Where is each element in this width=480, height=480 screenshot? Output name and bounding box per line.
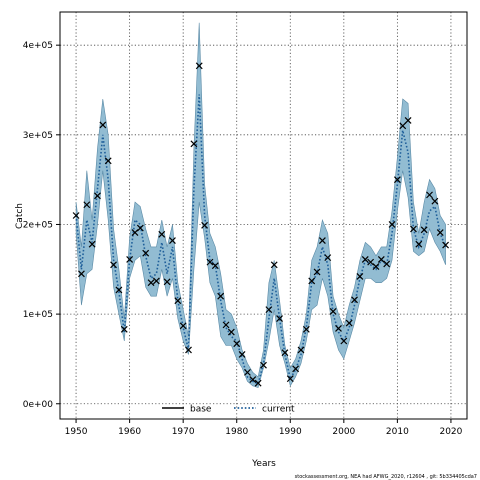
catch-marker-1964 <box>147 279 155 287</box>
catch-marker-1971 <box>185 346 192 354</box>
catch-marker-1990 <box>286 375 294 383</box>
catch-marker-1952 <box>83 201 91 209</box>
catch-marker-2018 <box>436 229 444 236</box>
y-tick-label-1: 1e+05 <box>23 310 53 320</box>
catch-marker-1951 <box>77 270 85 278</box>
catch-marker-2004 <box>361 256 369 263</box>
catch-marker-1984 <box>254 379 262 387</box>
catch-marker-1976 <box>211 262 219 270</box>
legend-current-label: current <box>262 405 295 415</box>
catch-marker-1973 <box>195 62 203 70</box>
catch-marker-2017 <box>431 197 439 205</box>
catch-marker-1997 <box>324 254 332 262</box>
catch-marker-1993 <box>302 325 310 333</box>
catch-marker-1998 <box>329 307 337 315</box>
catch-marker-2014 <box>415 240 423 248</box>
catch-marker-2012 <box>404 117 412 124</box>
confidence-band <box>75 22 446 388</box>
catch-marker-1995 <box>313 268 321 276</box>
catch-marker-1970 <box>179 322 187 330</box>
catch-marker-1969 <box>174 297 182 305</box>
catch-marker-1972 <box>190 140 198 148</box>
x-axis-title: Years <box>251 459 276 469</box>
catch-marker-1977 <box>217 292 225 300</box>
catch-marker-1992 <box>297 346 305 354</box>
catch-marker-1996 <box>318 237 326 245</box>
catch-marker-1978 <box>222 321 230 329</box>
catch-marker-2019 <box>442 241 450 249</box>
catch-marker-1987 <box>270 261 278 269</box>
catch-marker-1950 <box>72 212 80 219</box>
x-tick-label-1960: 1960 <box>118 427 141 437</box>
catch-marker-1989 <box>281 349 289 357</box>
catch-marker-1960 <box>126 256 134 263</box>
catch-marker-1985 <box>260 361 267 369</box>
catch-marker-2007 <box>377 256 385 263</box>
catch-marker-1956 <box>104 157 112 165</box>
catch-marker-1959 <box>120 325 128 333</box>
y-tick-label-2: 2e+05 <box>23 220 53 230</box>
y-axis-ticks: 0e+00 1e+05 2e+05 3e+05 4e+05 <box>23 41 60 410</box>
catch-marker-1957 <box>110 261 117 269</box>
catch-markers <box>72 62 450 387</box>
catch-marker-1986 <box>265 306 273 314</box>
catch-marker-1974 <box>201 221 209 229</box>
y-tick-label-4: 4e+05 <box>23 41 53 51</box>
catch-marker-1958 <box>115 286 123 294</box>
catch-marker-1994 <box>308 277 316 285</box>
legend-base-label: base <box>190 405 212 415</box>
catch-marker-1988 <box>276 315 283 323</box>
catch-marker-1980 <box>233 340 241 348</box>
plot-frame <box>59 11 468 420</box>
footer-note: stockassessment.org, NEA had AFWG_2020, … <box>295 474 477 480</box>
x-tick-label-2010: 2010 <box>386 427 409 437</box>
x-tick-label-1970: 1970 <box>172 427 195 437</box>
x-tick-label-1980: 1980 <box>225 427 248 437</box>
catch-marker-2000 <box>340 337 348 345</box>
legend: base current <box>162 405 295 415</box>
x-tick-label-1950: 1950 <box>65 427 88 437</box>
catch-marker-2006 <box>372 263 380 271</box>
catch-marker-1982 <box>244 368 251 376</box>
y-tick-label-3: 3e+05 <box>23 131 53 141</box>
x-tick-label-2020: 2020 <box>439 427 462 437</box>
catch-marker-2002 <box>351 296 358 304</box>
x-tick-label-2000: 2000 <box>332 427 355 437</box>
catch-marker-1975 <box>206 258 214 266</box>
catch-marker-1983 <box>249 376 257 383</box>
catch-marker-1961 <box>131 229 139 236</box>
y-axis-title: Catch <box>15 203 25 229</box>
catch-marker-2008 <box>383 260 391 268</box>
catch-marker-2009 <box>388 221 396 228</box>
catch-marker-1999 <box>335 325 342 332</box>
catch-marker-2010 <box>393 176 401 184</box>
catch-marker-1991 <box>292 365 300 373</box>
catch-marker-2015 <box>420 226 428 234</box>
y-tick-label-0: 0e+00 <box>23 400 54 410</box>
catch-marker-1954 <box>94 192 101 200</box>
x-tick-label-1990: 1990 <box>279 427 302 437</box>
catch-marker-2003 <box>356 273 364 280</box>
catch-marker-1963 <box>142 249 150 257</box>
catch-marker-1967 <box>163 278 171 286</box>
catch-marker-2005 <box>367 258 375 266</box>
catch-marker-2013 <box>410 225 417 233</box>
catch-marker-1965 <box>152 277 160 285</box>
catch-marker-2016 <box>426 191 433 199</box>
catch-marker-1981 <box>238 351 246 358</box>
x-axis-ticks: 1950 1960 1970 1980 1990 2000 2010 2020 <box>65 419 463 437</box>
catch-marker-1979 <box>227 328 235 336</box>
catch-marker-1955 <box>99 121 107 129</box>
catch-marker-2011 <box>399 122 407 130</box>
catch-marker-1966 <box>158 230 166 238</box>
catch-marker-1953 <box>88 240 96 248</box>
catch-marker-2001 <box>345 319 353 327</box>
catch-marker-1962 <box>136 224 144 232</box>
catch-marker-1968 <box>169 237 176 245</box>
